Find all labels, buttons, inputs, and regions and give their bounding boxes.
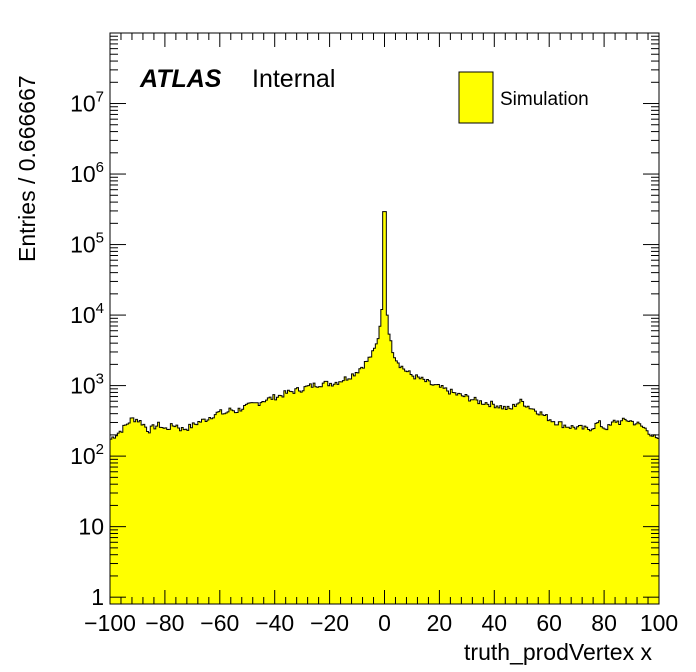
y-tick-label: 102	[70, 441, 104, 469]
legend-label-simulation: Simulation	[500, 89, 589, 110]
histogram-outline	[110, 211, 659, 440]
histogram-layer	[110, 211, 659, 604]
y-tick-label: 105	[70, 230, 104, 258]
x-tick-label: 40	[482, 610, 508, 636]
x-tick-labels: −100 −80 −60 −40 −20 0 20 40 60 80 100	[84, 610, 678, 636]
x-tick-label: 20	[427, 610, 453, 636]
x-tick-label: −20	[310, 610, 349, 636]
legend-swatch	[458, 71, 494, 124]
x-tick-label: 60	[536, 610, 562, 636]
axis-ticks	[109, 33, 660, 604]
x-tick-label: −40	[255, 610, 294, 636]
y-tick-label: 106	[70, 159, 104, 187]
legend: Simulation	[458, 71, 589, 124]
x-tick-label: −80	[145, 610, 184, 636]
x-tick-label: −60	[200, 610, 239, 636]
y-tick-label: 107	[70, 89, 104, 117]
y-tick-labels: 1 10 102 103 104 105 106 107	[70, 89, 104, 611]
plot-frame	[109, 32, 660, 605]
atlas-label: ATLAS	[139, 65, 222, 93]
y-tick-label: 1	[91, 584, 104, 610]
x-tick-label: −100	[84, 610, 136, 636]
x-tick-label: 100	[640, 610, 678, 636]
histogram-fill	[110, 211, 659, 604]
y-axis-title: Entries / 0.666667	[14, 75, 40, 262]
x-tick-label: 0	[378, 610, 391, 636]
y-tick-label: 10	[78, 514, 104, 540]
x-tick-label: 80	[591, 610, 617, 636]
y-tick-label: 104	[70, 300, 104, 328]
y-tick-label: 103	[70, 371, 104, 399]
internal-label: Internal	[252, 65, 335, 93]
x-axis-title: truth_prodVertex x	[464, 639, 652, 665]
